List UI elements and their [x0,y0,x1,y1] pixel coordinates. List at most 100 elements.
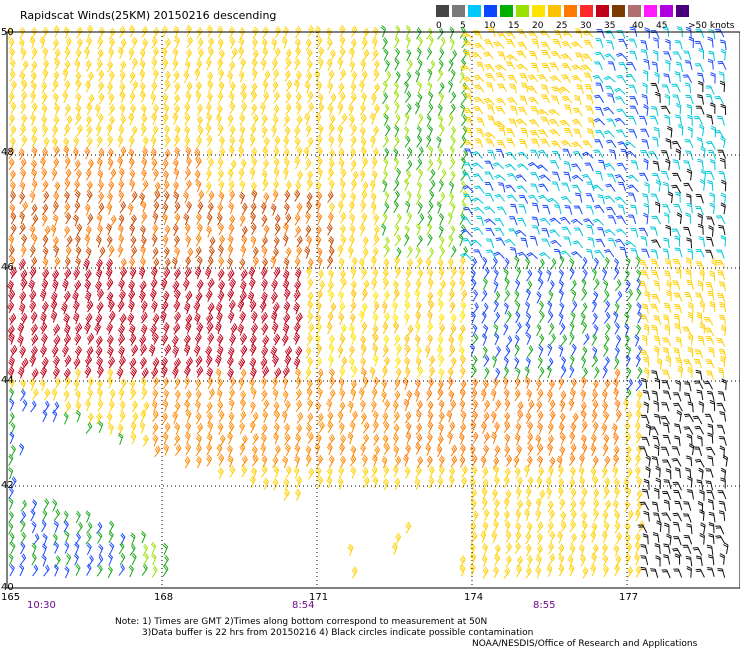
wind-barb [661,84,671,94]
wind-barb [426,213,433,227]
wind-barb [283,288,291,301]
wind-barb [380,25,387,38]
wind-barb [683,182,693,192]
wind-barb [239,421,246,435]
wind-barb [428,299,435,313]
wind-barb [31,179,38,192]
wind-barb [437,288,444,302]
wind-barb [96,356,103,369]
wind-barb [707,554,715,566]
wind-barb [392,465,399,478]
wind-barb [163,103,170,117]
wind-barb [665,158,671,171]
wind-barb [29,224,36,238]
wind-barb [194,169,201,182]
wind-barb [596,29,605,39]
wind-barb [652,160,660,172]
wind-barb [561,74,571,84]
wind-barb [563,236,572,246]
wind-barb [349,147,356,160]
wind-barb [695,105,705,115]
wind-barb [118,345,125,358]
wind-barb [581,346,588,359]
wind-barb [173,168,180,181]
wind-barb [153,190,161,203]
wind-barb [241,225,248,238]
wind-barb [196,115,203,128]
wind-barb [704,327,715,337]
wind-barb [260,291,268,304]
wind-barb [152,257,160,270]
wind-barb [626,301,632,315]
wind-barb [503,257,510,270]
wind-barb [64,355,72,367]
wind-barb [671,458,682,467]
wind-barb [348,357,355,370]
wind-barb [348,235,355,248]
wind-barb [10,80,17,93]
wind-barb [74,322,83,335]
wind-barb [196,135,203,149]
wind-barb [108,520,115,533]
wind-barb [699,322,705,334]
wind-barb [559,322,566,335]
wind-barb [260,202,267,215]
wind-barb [469,563,476,576]
wind-barb [504,445,511,458]
wind-barb [392,400,399,414]
wind-barb [619,246,627,257]
wind-barb [314,25,321,38]
wind-barb [651,294,661,303]
wind-barb [417,59,423,72]
wind-barb [687,126,693,139]
wind-barb [141,157,148,170]
wind-barb [106,322,113,335]
wind-barb [484,367,490,380]
wind-barb [561,356,567,369]
wind-barb [494,345,501,358]
wind-barb [129,169,136,182]
wind-barb [295,475,303,488]
wind-barb [350,159,357,172]
wind-barb [593,498,600,511]
wind-barb [635,409,642,423]
wind-barb [569,543,576,557]
wind-barb [393,200,399,214]
wind-barb [573,95,582,106]
wind-barb [602,443,609,456]
wind-barb [296,411,304,424]
wind-barb [107,148,114,161]
wind-barb [436,157,443,171]
wind-barb [316,247,323,260]
wind-barb [524,376,531,389]
wind-barb [73,267,80,281]
wind-barb [428,59,436,72]
wind-barb [140,168,147,181]
lat-label-46: 46 [1,262,14,273]
colorbar-label: 0 [436,21,442,31]
wind-barb [19,211,25,224]
wind-barb [579,498,586,511]
wind-barb [296,246,303,259]
wind-barb [263,224,270,237]
wind-barb [117,224,124,237]
wind-barb [337,244,344,258]
wind-barb [74,333,82,346]
wind-barb [484,181,494,191]
wind-barb [505,310,512,323]
wind-barb [306,412,314,425]
wind-barb [614,563,620,577]
wind-barb [197,37,204,50]
wind-barb [495,72,506,81]
wind-barb [85,510,91,523]
wind-barb [570,311,576,324]
wind-barb [643,356,650,368]
wind-barb [580,409,587,423]
wind-barb [260,311,268,324]
wind-barb [272,68,280,81]
wind-barb [63,137,69,150]
wind-barb [394,125,400,138]
wind-barb [607,215,617,225]
wind-barb [683,535,693,545]
wind-barb [571,141,583,149]
